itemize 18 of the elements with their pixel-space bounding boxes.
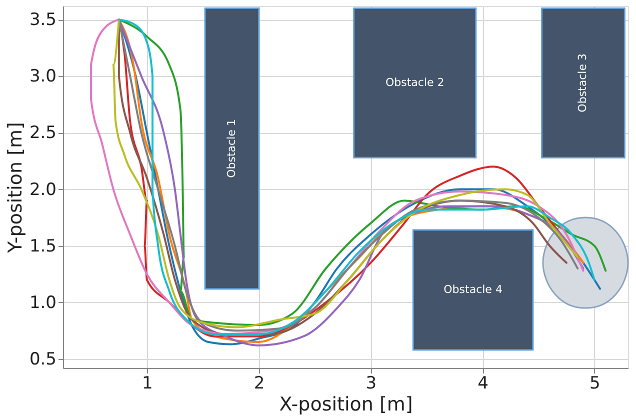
annotation: Obstacle 4 [444, 282, 502, 296]
y-tick-label: 1.0 [29, 292, 56, 313]
y-tick-label: 2.5 [29, 123, 56, 144]
x-tick-label: 3 [366, 374, 377, 394]
annotation: Obstacle 2 [385, 76, 444, 89]
x-tick-label: 5 [590, 374, 600, 394]
y-tick-label: 2.0 [29, 180, 56, 200]
y-tick-label: 3.0 [29, 66, 56, 87]
x-tick-label: 4 [478, 374, 488, 394]
x-tick-label: 1 [142, 374, 153, 394]
annotation: Obstacle 1 [224, 119, 238, 178]
y-tick-label: 3.5 [29, 10, 56, 30]
y-axis-title: Y-position [m] [4, 122, 26, 254]
x-axis-title: X-position [m] [279, 394, 413, 416]
x-tick-label: 2 [254, 374, 265, 394]
y-tick-label: 0.5 [29, 349, 56, 370]
annotation: Obstacle 3 [576, 54, 590, 112]
y-tick-label: 1.5 [29, 236, 56, 256]
